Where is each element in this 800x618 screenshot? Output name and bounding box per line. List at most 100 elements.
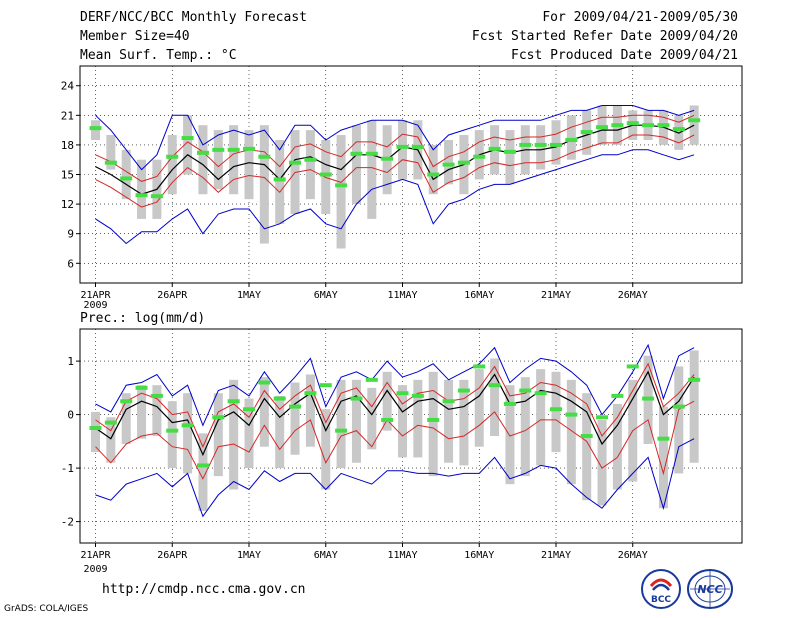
observation-mark (243, 407, 255, 412)
lower-line (95, 134, 695, 208)
spread-box (321, 409, 331, 490)
observation-mark (150, 194, 163, 199)
upper-line (95, 362, 695, 448)
observation-mark (150, 393, 163, 398)
observation-mark (289, 160, 302, 165)
spread-box (167, 401, 177, 469)
spread-box (597, 419, 607, 506)
observation-mark (89, 425, 102, 430)
spread-box (198, 433, 208, 511)
observation-mark (672, 404, 685, 409)
observation-mark (181, 423, 194, 428)
spread-box (137, 159, 147, 219)
observation-mark (104, 160, 117, 165)
chart-title: DERF/NCC/BCC Monthly Forecast (80, 10, 307, 25)
observation-mark (580, 434, 593, 438)
spread-box (336, 135, 346, 249)
ensemble-mean-line (95, 124, 695, 195)
x-tick-label: 26MAY (618, 550, 648, 561)
observation-mark (611, 123, 624, 128)
observation-mark (396, 391, 409, 396)
ncc-logo: NCC (687, 569, 733, 609)
observation-mark (120, 399, 133, 404)
observation-mark (227, 147, 240, 152)
spread-box (367, 120, 377, 219)
observation-mark (258, 154, 271, 159)
observation-mark (442, 399, 455, 404)
spread-box (658, 406, 668, 509)
x-tick-label: 21MAY (541, 290, 571, 301)
observation-mark (657, 436, 670, 441)
observation-mark (196, 463, 209, 468)
spread-box (275, 139, 285, 224)
observation-mark (120, 176, 133, 181)
observation-mark (688, 377, 701, 382)
spread-box (428, 371, 438, 477)
observation-mark (672, 127, 685, 132)
observation-mark (488, 383, 501, 388)
spread-box (428, 144, 438, 195)
observation-mark (565, 412, 578, 417)
x-tick-label: 26APR (157, 550, 188, 561)
refer-date-label: Fcst Started Refer Date 2009/04/20 (471, 29, 738, 44)
observation-mark (365, 151, 378, 156)
spread-box (674, 366, 684, 474)
x-tick-label: 1MAY (237, 550, 261, 561)
forecast-period-label: For 2009/04/21-2009/05/30 (542, 10, 738, 25)
lower-line (95, 400, 695, 480)
y-tick-label: 18 (61, 139, 74, 152)
spread-box (198, 125, 208, 195)
observation-mark (642, 396, 655, 401)
x-tick-label: 16MAY (464, 550, 494, 561)
panel-frame (79, 65, 743, 284)
precipitation-variable-label: Prec.: log(mm/d) (80, 311, 205, 326)
upper-line (95, 114, 695, 182)
spread-box (566, 115, 576, 160)
spread-box (259, 377, 269, 447)
observation-mark (319, 383, 332, 388)
bcc-logo-text: BCC (651, 595, 671, 605)
observation-mark (135, 193, 148, 198)
x-tick-label: 6MAY (314, 290, 338, 301)
observation-mark (104, 420, 117, 425)
observation-mark (304, 157, 317, 162)
spread-box (566, 379, 576, 485)
observation-mark (580, 130, 593, 135)
max-line (95, 343, 695, 427)
spread-box (167, 135, 177, 195)
observation-mark (503, 401, 516, 406)
x-tick-label: 1MAY (237, 290, 261, 301)
website-url[interactable]: http://cmdp.ncc.cma.gov.cn (102, 582, 306, 597)
spread-box (121, 149, 131, 200)
y-tick-label: 6 (67, 257, 74, 270)
min-line (95, 149, 695, 245)
observation-mark (626, 364, 639, 369)
ensemble-mean-line (95, 370, 695, 457)
max-line (95, 105, 695, 171)
spread-box (398, 385, 407, 458)
y-tick-label: -2 (61, 516, 74, 529)
spread-box (183, 393, 193, 474)
spread-box (413, 379, 423, 458)
x-tick-label: 21APR (80, 550, 111, 561)
observation-mark (227, 399, 240, 404)
min-line (95, 438, 695, 518)
y-tick-label: 9 (67, 228, 74, 241)
spread-box (229, 125, 239, 195)
observation-mark (473, 364, 486, 369)
spread-box (137, 385, 147, 439)
year-label: 2009 (83, 300, 107, 311)
observation-mark (411, 393, 424, 398)
spread-box (551, 120, 561, 165)
x-tick-label: 21MAY (541, 550, 571, 561)
spread-box (213, 130, 223, 190)
spread-box (536, 369, 546, 466)
observation-mark (335, 428, 348, 433)
member-size-label: Member Size=40 (80, 29, 190, 44)
spread-box (582, 393, 592, 501)
spread-box (520, 377, 530, 477)
observation-mark (166, 428, 179, 433)
spread-box (398, 120, 407, 180)
observation-mark (626, 121, 639, 126)
bcc-logo: BCC (641, 569, 681, 609)
